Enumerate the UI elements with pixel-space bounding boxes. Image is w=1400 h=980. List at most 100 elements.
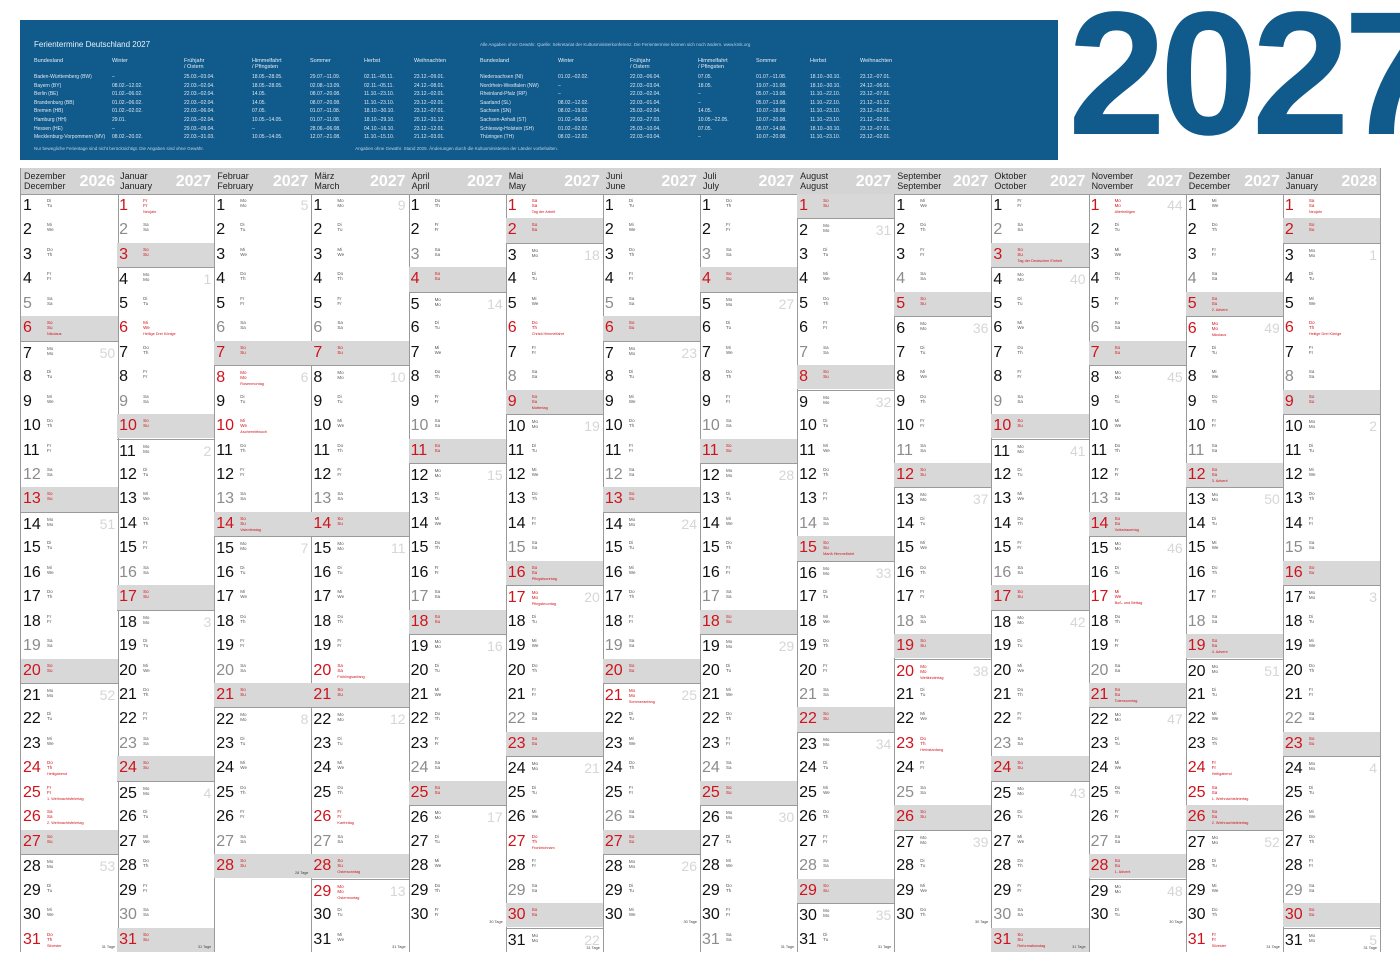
day-cell: 29 Sa Sa <box>506 879 603 903</box>
day-number: 7 <box>410 343 420 361</box>
day-cell: 26 Fr Fr <box>1089 805 1186 829</box>
day-number: 16 <box>507 563 526 581</box>
weekday-label: Mo Mo <box>531 590 538 601</box>
day-cell: 15 Mo Mo 11 <box>311 536 409 561</box>
day-cell: 3 Do Th <box>603 243 700 267</box>
day-number: 15 <box>799 539 817 557</box>
holiday-table-cell: 23.12.–07.01. <box>860 74 891 80</box>
month-year: 2027 <box>175 173 212 190</box>
day-number: 22 <box>313 711 332 729</box>
weekday-label: Mo Mo <box>726 639 733 650</box>
day-number: 9 <box>1284 392 1294 410</box>
week-number: 32 <box>875 393 892 410</box>
holiday-table-cell: Baden-Württemberg (BW) <box>34 74 92 80</box>
day-number: 13 <box>604 490 623 508</box>
day-number: 26 <box>507 808 526 826</box>
weekday-label: Sa Sa <box>531 711 538 722</box>
weekday-label: Di Tu <box>823 418 829 429</box>
day-cell: 19 Sa Sa <box>21 634 118 658</box>
day-cell: 4 Di Tu <box>1283 267 1380 291</box>
day-number: 30 <box>410 906 429 924</box>
day-number: 15 <box>119 539 137 557</box>
day-number: 16 <box>1187 563 1206 581</box>
holiday-name: Mariä Himmelfahrt <box>823 552 855 557</box>
weekday-label: So Su <box>1308 907 1315 918</box>
day-cell: 26 So Su 2. Weihnachtsfeiertag <box>1185 805 1283 830</box>
weekday-label: Mo Mo <box>1211 663 1218 674</box>
day-cell: 17 Mi We <box>311 585 408 609</box>
day-cell: 3 Di Tu <box>797 243 894 267</box>
day-cell: 14 Sa Sa <box>797 512 894 536</box>
day-cell: 19 Di Tu <box>117 634 214 658</box>
day-cell: 5 Di Tu <box>991 292 1088 316</box>
day-number: 26 <box>23 808 41 826</box>
day-number: 19 <box>119 637 137 655</box>
weekday-label: Di Tu <box>47 540 53 551</box>
day-number: 7 <box>1284 343 1294 361</box>
day-number: 11 <box>216 441 233 459</box>
day-cell: 27 Mo Mo 52 <box>1185 829 1283 855</box>
weekday-label: So Su <box>47 833 53 844</box>
day-number: 12 <box>993 465 1012 483</box>
weekday-label: Do Th <box>143 515 149 526</box>
holiday-table-header: Weihnachten <box>414 58 447 64</box>
week-number: 50 <box>1264 491 1280 508</box>
weekday-label: Sa Sa <box>1114 491 1121 502</box>
day-cell: 13 Mo Mo 37 <box>894 487 992 512</box>
day-number: 6 <box>702 319 711 337</box>
day-number: 22 <box>993 710 1012 728</box>
weekday-label: Sa Sa <box>628 295 635 306</box>
day-number: 30 <box>993 906 1012 924</box>
day-number: 13 <box>119 490 137 508</box>
day-number: 17 <box>1284 589 1303 607</box>
day-number: 5 <box>799 294 809 312</box>
holiday-table-cell: 23.12.–07.01. <box>860 91 891 98</box>
day-number: 17 <box>896 588 915 606</box>
weekday-label: Mo Mo <box>47 516 54 527</box>
holiday-name: Christi Himmelfahrt <box>531 332 564 337</box>
day-cell: 21 So Su <box>214 683 312 708</box>
day-number: 15 <box>1187 539 1206 557</box>
weekday-label: Mo Mo <box>47 688 54 699</box>
holiday-table-cell: 10.05.–14.05. <box>252 134 283 141</box>
day-cell: 23 So Su <box>1282 731 1380 757</box>
weekday-label: So Su <box>920 809 926 820</box>
weekday-label: Mo Mo <box>1308 419 1316 430</box>
day-number: 29 <box>1090 882 1109 900</box>
day-number: 24 <box>119 759 137 777</box>
day-number: 16 <box>23 563 41 581</box>
day-number: 19 <box>507 637 526 655</box>
month-year: 2027 <box>855 173 892 190</box>
day-cell: 21 Di Tu <box>1186 683 1283 707</box>
day-number: 7 <box>23 344 32 362</box>
month-name-de: Oktober <box>994 171 1027 181</box>
day-cell: 9 So Su <box>1282 389 1380 414</box>
weekday-label: Mo Mo <box>240 198 247 208</box>
holiday-name: Weltkindertag <box>920 675 944 680</box>
weekday-label: Fr Fr <box>240 809 245 820</box>
holiday-table-cell: 10.07.–18.08. <box>756 108 787 115</box>
day-number: 4 <box>23 270 32 288</box>
weekday-label: Mo Mo <box>920 492 927 503</box>
day-number: 20 <box>1284 661 1303 679</box>
day-number: 30 <box>119 906 137 924</box>
day-number: 24 <box>216 759 235 777</box>
day-number: 2 <box>1284 221 1294 239</box>
weekday-label: Sa Sa <box>434 246 441 257</box>
day-number: 31 <box>1187 930 1206 948</box>
holiday-table-cell: 10.07.–20.08. <box>756 117 787 123</box>
weekday-label: Di Tu <box>240 735 246 746</box>
day-cell: 23 Sa Sa <box>991 732 1088 756</box>
day-number: 5 <box>702 295 711 313</box>
day-number: 24 <box>313 759 332 777</box>
day-cell: 19 Mi We <box>506 634 603 658</box>
day-cell: 2 Sa Sa <box>991 218 1088 242</box>
holiday-table-cell: 08.02.–12.02. <box>558 99 589 106</box>
day-number: 15 <box>1090 540 1109 558</box>
day-cell: 25 Mo Mo 43 <box>991 780 1089 806</box>
day-cell: 11 Mo Mo 2 <box>117 438 215 464</box>
week-number: 37 <box>972 491 989 508</box>
day-cell: 6 Di Tu <box>409 316 506 340</box>
day-cell: 1 Mo Mo 44 Allerheiligen <box>1089 194 1186 218</box>
day-cell: 5 Sa Sa <box>603 292 700 316</box>
